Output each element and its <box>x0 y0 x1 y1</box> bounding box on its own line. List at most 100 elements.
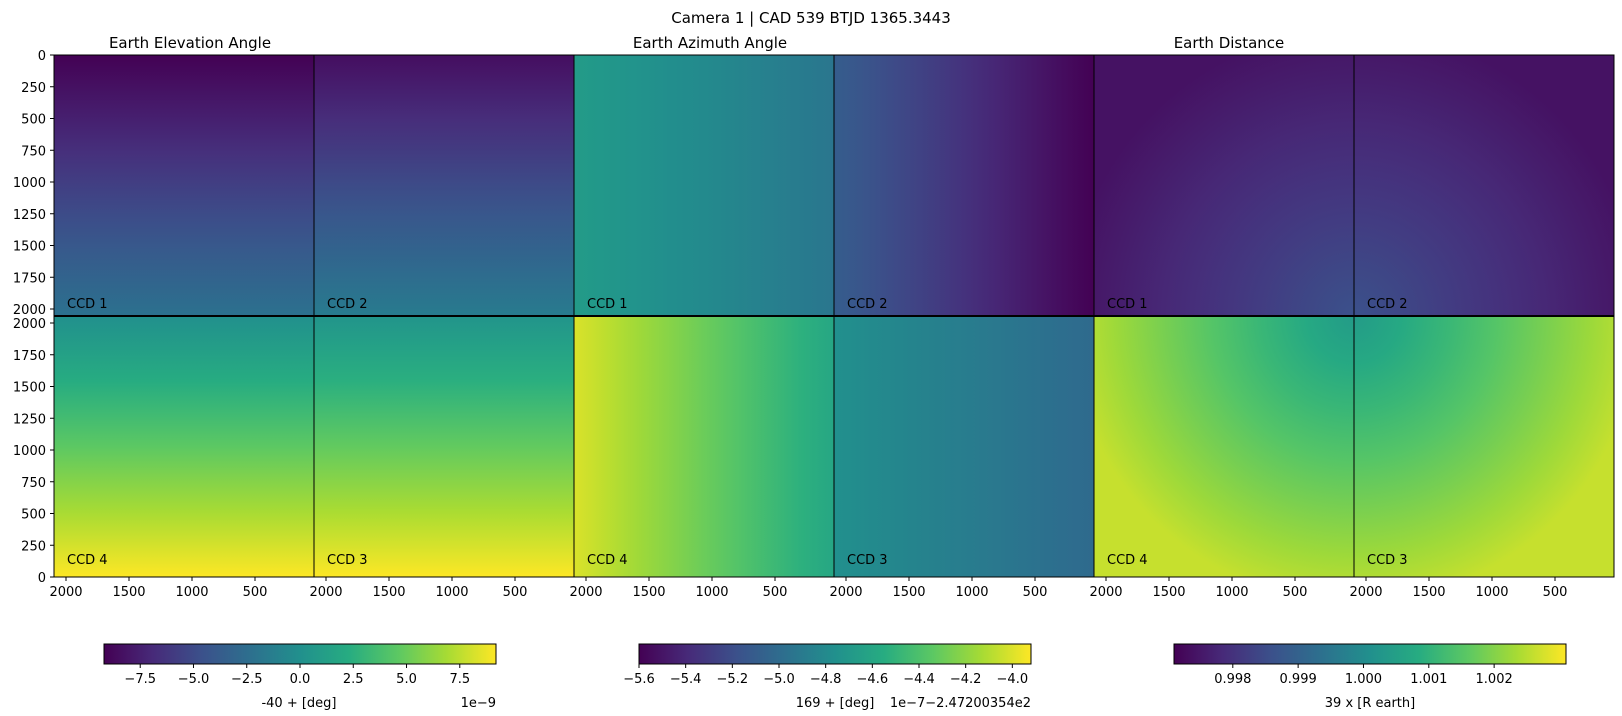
colorbar-tick-label: −5.0 <box>763 672 795 687</box>
colorbar-1: −5.6 −5.4 −5.2 −5.0 −4.8 −4.6 −4.4 −4.2 −4.0 169 … <box>623 643 1032 711</box>
x-tick-label: 2000 <box>1349 585 1382 600</box>
panel-1: Earth Azimuth Angle CCD 1 CCD 2 CCD 4 CCD 3 2… <box>569 34 1095 600</box>
colorbar-0: −7.5 −5.0 −2.5 0.0 2.5 5.0 7.5 -40 + [deg] 1e−9 <box>103 643 497 711</box>
colorbar-label: 39 x [R earth] <box>1325 696 1415 711</box>
colorbar-tick-label: −5.0 <box>178 672 210 687</box>
colorbar-tick-label: −5.6 <box>623 672 655 687</box>
x-tick-label: 1500 <box>372 585 405 600</box>
x-tick-label: 500 <box>763 585 788 600</box>
quadrant-ccd-1 <box>1094 55 1354 316</box>
colorbar-tick-label: 1.000 <box>1345 672 1382 687</box>
x-tick-label: 1500 <box>892 585 925 600</box>
ccd-label: CCD 2 <box>847 297 888 312</box>
colorbar-tick-label: 0.999 <box>1280 672 1317 687</box>
x-tick-label: 2000 <box>1089 585 1122 600</box>
ccd-label: CCD 2 <box>1367 297 1408 312</box>
quadrant-ccd-1 <box>54 55 314 316</box>
x-tick-label: 500 <box>1283 585 1308 600</box>
x-tick-label: 1000 <box>1215 585 1248 600</box>
quadrant-ccd-4 <box>574 316 834 577</box>
quadrant-ccd-3 <box>314 316 574 577</box>
colorbar-offset: 1e−9 <box>461 696 496 711</box>
x-tick-label: 1000 <box>695 585 728 600</box>
colorbar-tick-label: 1.001 <box>1410 672 1447 687</box>
x-tick-label: 1500 <box>632 585 665 600</box>
colorbars: −7.5 −5.0 −2.5 0.0 2.5 5.0 7.5-40 + [deg] 1e−9−… <box>103 643 1567 711</box>
ccd-label: CCD 4 <box>587 553 628 568</box>
x-tick-label: 500 <box>503 585 528 600</box>
y-tick-label: 1750 <box>13 271 46 286</box>
quadrant-ccd-4 <box>1094 316 1354 577</box>
colorbar-tick-label: −4.4 <box>903 672 935 687</box>
y-tick-label: 1750 <box>13 349 46 364</box>
colorbar-tick-label: −5.2 <box>717 672 749 687</box>
heatmap-panels: Earth Elevation Angle CCD 1 CCD 2 CCD 4 CCD … <box>13 34 1615 600</box>
x-tick-label: 1500 <box>1152 585 1185 600</box>
colorbar-label: 169 + [deg] <box>796 696 875 711</box>
y-tick-label: 500 <box>21 508 46 523</box>
x-tick-label: 1000 <box>1475 585 1508 600</box>
y-tick-label: 2000 <box>13 303 46 318</box>
colorbar-tick-label: 1.002 <box>1476 672 1513 687</box>
y-tick-label: 0 <box>38 571 46 586</box>
x-tick-label: 1000 <box>175 585 208 600</box>
colorbar-frame <box>638 643 1032 665</box>
ccd-label: CCD 1 <box>1107 297 1148 312</box>
x-tick-label: 1000 <box>955 585 988 600</box>
colorbar-gradient <box>639 644 1031 664</box>
ccd-label: CCD 3 <box>327 553 368 568</box>
colorbar-gradient <box>104 644 496 664</box>
colorbar-label: -40 + [deg] <box>261 696 336 711</box>
x-tick-label: 2000 <box>569 585 602 600</box>
x-tick-label: 1500 <box>112 585 145 600</box>
y-tick-label: 0 <box>38 49 46 64</box>
figure-suptitle: Camera 1 | CAD 539 BTJD 1365.3443 <box>671 9 951 27</box>
colorbar-tick-label: 7.5 <box>449 672 470 687</box>
ccd-label: CCD 1 <box>67 297 108 312</box>
y-tick-label: 750 <box>21 476 46 491</box>
x-tick-label: 2000 <box>309 585 342 600</box>
colorbar-offset: 1e−7−2.47200354e2 <box>890 696 1031 711</box>
y-tick-label: 250 <box>21 81 46 96</box>
x-tick-label: 1000 <box>435 585 468 600</box>
colorbar-tick-label: 0.0 <box>290 672 311 687</box>
ccd-label: CCD 3 <box>1367 553 1408 568</box>
colorbar-tick-label: −4.2 <box>950 672 982 687</box>
y-tick-label: 500 <box>21 113 46 128</box>
panel-frame <box>1093 54 1615 578</box>
x-tick-label: 2000 <box>829 585 862 600</box>
colorbar-tick-label: 2.5 <box>343 672 364 687</box>
quadrant-ccd-2 <box>1354 55 1614 316</box>
x-tick-label: 500 <box>1543 585 1568 600</box>
panel-title: Earth Distance <box>1174 34 1285 52</box>
quadrant-ccd-4 <box>54 316 314 577</box>
panel-title: Earth Elevation Angle <box>109 34 271 52</box>
colorbar-tick-label: 5.0 <box>396 672 417 687</box>
colorbar-tick-label: 0.998 <box>1214 672 1251 687</box>
ccd-label: CCD 4 <box>1107 553 1148 568</box>
y-tick-label: 2000 <box>13 317 46 332</box>
colorbar-tick-label: −4.0 <box>997 672 1029 687</box>
panel-0: Earth Elevation Angle CCD 1 CCD 2 CCD 4 CCD … <box>13 34 575 600</box>
x-tick-label: 500 <box>1023 585 1048 600</box>
colorbar-frame <box>1173 643 1567 665</box>
colorbar-2: 0.998 0.999 1.000 1.001 1.002 39 x [R earth] <box>1173 643 1567 711</box>
quadrant-ccd-2 <box>834 55 1094 316</box>
quadrant-ccd-3 <box>1354 316 1614 577</box>
x-tick-label: 1500 <box>1412 585 1445 600</box>
y-tick-label: 250 <box>21 539 46 554</box>
y-tick-label: 1000 <box>13 176 46 191</box>
quadrant-ccd-3 <box>834 316 1094 577</box>
colorbar-gradient <box>1174 644 1566 664</box>
x-tick-label: 2000 <box>49 585 82 600</box>
ccd-label: CCD 1 <box>587 297 628 312</box>
colorbar-tick-label: −4.8 <box>810 672 842 687</box>
colorbar-tick-label: −5.4 <box>670 672 702 687</box>
ccd-label: CCD 2 <box>327 297 368 312</box>
y-tick-label: 1250 <box>13 412 46 427</box>
ccd-label: CCD 4 <box>67 553 108 568</box>
colorbar-tick-label: −7.5 <box>124 672 156 687</box>
ccd-label: CCD 3 <box>847 553 888 568</box>
y-tick-label: 1500 <box>13 381 46 396</box>
